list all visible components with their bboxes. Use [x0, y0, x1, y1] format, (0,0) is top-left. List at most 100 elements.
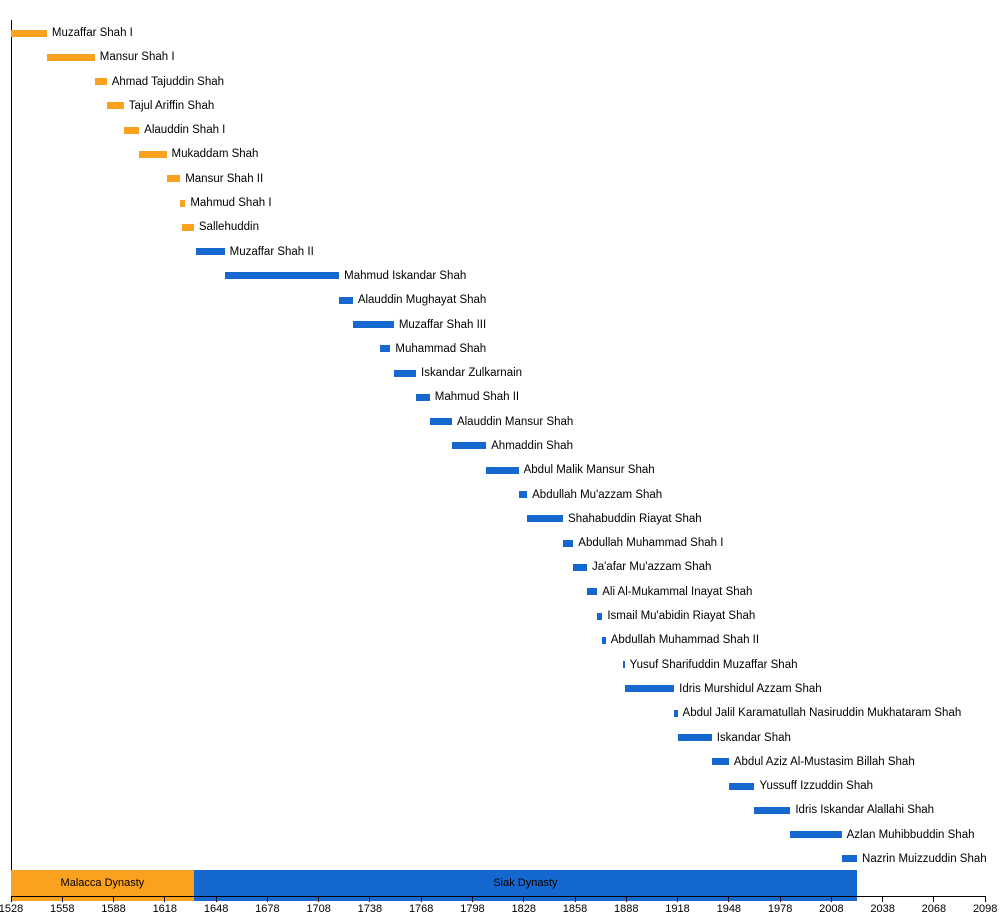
axis-tick: [318, 896, 320, 902]
reign-bar: [352, 321, 394, 329]
ruler-label: Abdullah Muhammad Shah II: [610, 634, 760, 647]
reign-bar: [563, 539, 574, 547]
dynasty-label: Malacca Dynasty: [60, 877, 145, 889]
axis-tick-label: 1738: [357, 903, 383, 915]
axis-tick: [61, 896, 63, 902]
reign-bar: [527, 515, 564, 523]
ruler-label: Abdul Malik Mansur Shah: [523, 464, 655, 477]
reign-bar: [674, 709, 678, 717]
reign-bar: [429, 418, 452, 426]
ruler-label: Alauddin Mughayat Shah: [357, 294, 487, 307]
ruler-label: Ismail Mu'abidin Riayat Shah: [607, 610, 756, 623]
ruler-label: Azlan Muhibbuddin Shah: [846, 828, 975, 841]
reign-bar: [841, 855, 857, 863]
ruler-label: Abdullah Mu'azzam Shah: [532, 488, 663, 501]
dynasty-label: Siak Dynasty: [493, 877, 558, 889]
ruler-label: Ja'afar Mu'azzam Shah: [591, 561, 712, 574]
axis-tick-label: 1828: [511, 903, 536, 915]
ruler-label: Mahmud Shah I: [190, 197, 272, 210]
reign-bar: [518, 491, 528, 499]
axis-tick: [471, 896, 473, 902]
axis-tick: [933, 896, 935, 902]
axis-tick: [215, 896, 217, 902]
ruler-label: Abdul Aziz Al-Mustasim Billah Shah: [733, 755, 915, 768]
axis-tick-label: 2068: [921, 903, 947, 915]
reign-bar: [624, 685, 675, 693]
ruler-label: Muhammad Shah: [395, 342, 487, 355]
ruler-label: Muzaffar Shah III: [398, 318, 487, 331]
axis-tick: [420, 896, 422, 902]
ruler-label: Ahmaddin Shah: [491, 439, 573, 452]
axis-tick: [266, 896, 268, 902]
ruler-label: Tajul Ariffin Shah: [128, 99, 215, 112]
reign-bar: [195, 248, 225, 256]
reign-bar: [790, 831, 842, 839]
ruler-label: Mukaddam Shah: [171, 148, 259, 161]
ruler-label: Mansur Shah I: [99, 51, 175, 64]
reign-bar: [11, 29, 47, 37]
axis-tick-label: 1858: [562, 903, 588, 915]
axis-tick: [984, 896, 986, 902]
ruler-label: Nazrin Muizzuddin Shah: [862, 852, 987, 865]
reign-bar: [573, 563, 587, 571]
axis-tick-label: 1648: [203, 903, 229, 915]
axis-tick-label: 1978: [767, 903, 793, 915]
axis-tick: [728, 896, 730, 902]
reign-bar: [586, 588, 598, 596]
ruler-label: Mansur Shah II: [185, 172, 264, 185]
axis-tick: [882, 896, 884, 902]
y-axis-spine: [11, 20, 12, 896]
axis-tick-label: 2098: [972, 903, 998, 915]
reign-bar: [180, 199, 186, 207]
axis-tick: [830, 896, 832, 902]
axis-tick-label: 1528: [0, 903, 24, 915]
axis-tick-label: 2008: [819, 903, 844, 915]
ruler-label: Alauddin Shah I: [144, 124, 226, 137]
reign-bar: [106, 102, 124, 110]
axis-tick: [779, 896, 781, 902]
axis-tick-label: 2038: [870, 903, 895, 915]
reign-bar: [94, 78, 107, 86]
x-axis-line: [11, 896, 986, 897]
reign-bar: [622, 661, 625, 669]
axis-tick: [523, 896, 525, 902]
axis-tick-label: 1708: [306, 903, 331, 915]
reign-bar: [166, 175, 181, 183]
ruler-label: Yussuff Izzuddin Shah: [759, 780, 874, 793]
axis-tick: [113, 896, 115, 902]
ruler-label: Ahmad Tajuddin Shah: [111, 75, 225, 88]
reign-bar: [451, 442, 487, 450]
axis-tick: [369, 896, 371, 902]
reign-bar: [711, 758, 729, 766]
ruler-label: Shahabuddin Riayat Shah: [568, 512, 702, 525]
reign-bar: [602, 636, 606, 644]
ruler-label: Mahmud Iskandar Shah: [344, 269, 467, 282]
ruler-label: Idris Iskandar Alallahi Shah: [795, 804, 935, 817]
ruler-label: Mahmud Shah II: [434, 391, 520, 404]
reign-bar: [677, 734, 712, 742]
axis-tick-label: 1798: [460, 903, 485, 915]
axis-tick: [625, 896, 627, 902]
ruler-label: Muzaffar Shah I: [51, 27, 133, 39]
reign-bar: [754, 806, 791, 814]
axis-tick-label: 1678: [255, 903, 280, 915]
reign-bar: [224, 272, 340, 280]
ruler-label: Sallehuddin: [198, 221, 259, 234]
reign-bar: [139, 150, 167, 158]
ruler-label: Ali Al-Mukammal Inayat Shah: [602, 585, 753, 598]
ruler-label: Idris Murshidul Azzam Shah: [679, 682, 822, 695]
ruler-label: Iskandar Zulkarnain: [421, 367, 523, 380]
reign-bar: [380, 345, 391, 353]
ruler-label: Abdul Jalil Karamatullah Nasiruddin Mukh…: [682, 707, 962, 720]
reign-bar: [393, 369, 417, 377]
ruler-label: Abdullah Muhammad Shah I: [578, 537, 724, 550]
axis-tick: [164, 896, 166, 902]
reign-bar: [46, 53, 95, 61]
reign-bar: [728, 782, 755, 790]
reign-bar: [181, 223, 194, 231]
axis-tick-label: 1768: [408, 903, 434, 915]
axis-tick-label: 1918: [665, 903, 690, 915]
axis-tick-label: 1888: [614, 903, 639, 915]
dynasty-band-segment: [193, 870, 857, 901]
